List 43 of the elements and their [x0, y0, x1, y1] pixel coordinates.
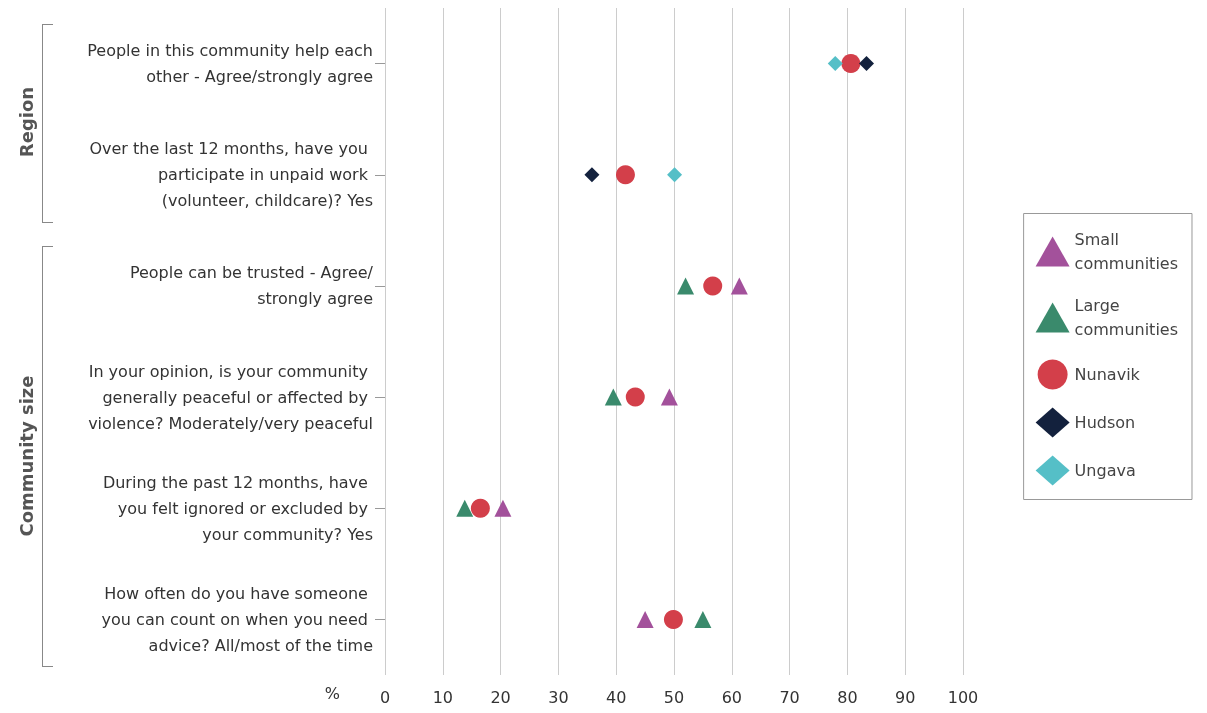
point	[636, 610, 654, 628]
x-tick-label: 90	[895, 687, 916, 707]
legend-label: Large communities	[1074, 296, 1179, 339]
point	[677, 277, 695, 295]
y-tick-label: Over the last 12 months, have you participate in unpaid work (volunteer, childcare)? Yes	[89, 139, 373, 211]
point	[858, 56, 874, 72]
point	[470, 498, 490, 518]
text: Region	[15, 87, 37, 158]
x-tick-label: 20	[490, 687, 511, 707]
point	[730, 277, 748, 295]
point	[827, 56, 843, 72]
x-tick-label: 30	[548, 687, 569, 707]
point	[625, 387, 645, 407]
point	[604, 388, 622, 406]
y-tick-label: People in this community help each other - Agree/strongly agree	[87, 41, 373, 87]
y-tick-label: People can be trusted - Agree/strongly agree	[129, 263, 374, 309]
point	[667, 167, 683, 183]
point	[841, 54, 861, 74]
y-tick-label: In your opinion, is your community generally peaceful or affected by violence? Moderately/very peaceful	[88, 361, 373, 433]
point	[703, 276, 723, 296]
x-axis-title: %	[324, 683, 340, 703]
point	[584, 167, 600, 183]
x-tick-label: 60	[721, 687, 742, 707]
point	[456, 499, 474, 517]
point	[660, 388, 678, 406]
y-tick-label: During the past 12 months, have you felt ignored or excluded by your community? Yes	[102, 472, 373, 544]
legend-label: Hudson	[1074, 413, 1136, 432]
x-tick-label: 70	[779, 687, 800, 707]
legend-label: Ungava	[1074, 461, 1136, 480]
point	[694, 610, 712, 628]
legend-label: Small communities	[1074, 230, 1179, 273]
legend-label: Nunavik	[1074, 365, 1141, 384]
x-tick-label: 0	[379, 687, 391, 707]
y-tick-label: How often do you have someone you can count on when you need advice? All/most of the time	[101, 583, 373, 655]
x-tick-label: 10	[432, 687, 453, 707]
x-tick-label: 100	[947, 687, 979, 707]
x-tick-label: 50	[663, 687, 685, 707]
x-tick-label: 40	[606, 687, 627, 707]
text: Community size	[15, 375, 37, 537]
point	[494, 499, 512, 517]
point	[615, 165, 635, 185]
point	[663, 609, 683, 629]
x-tick-label: 80	[837, 687, 858, 707]
